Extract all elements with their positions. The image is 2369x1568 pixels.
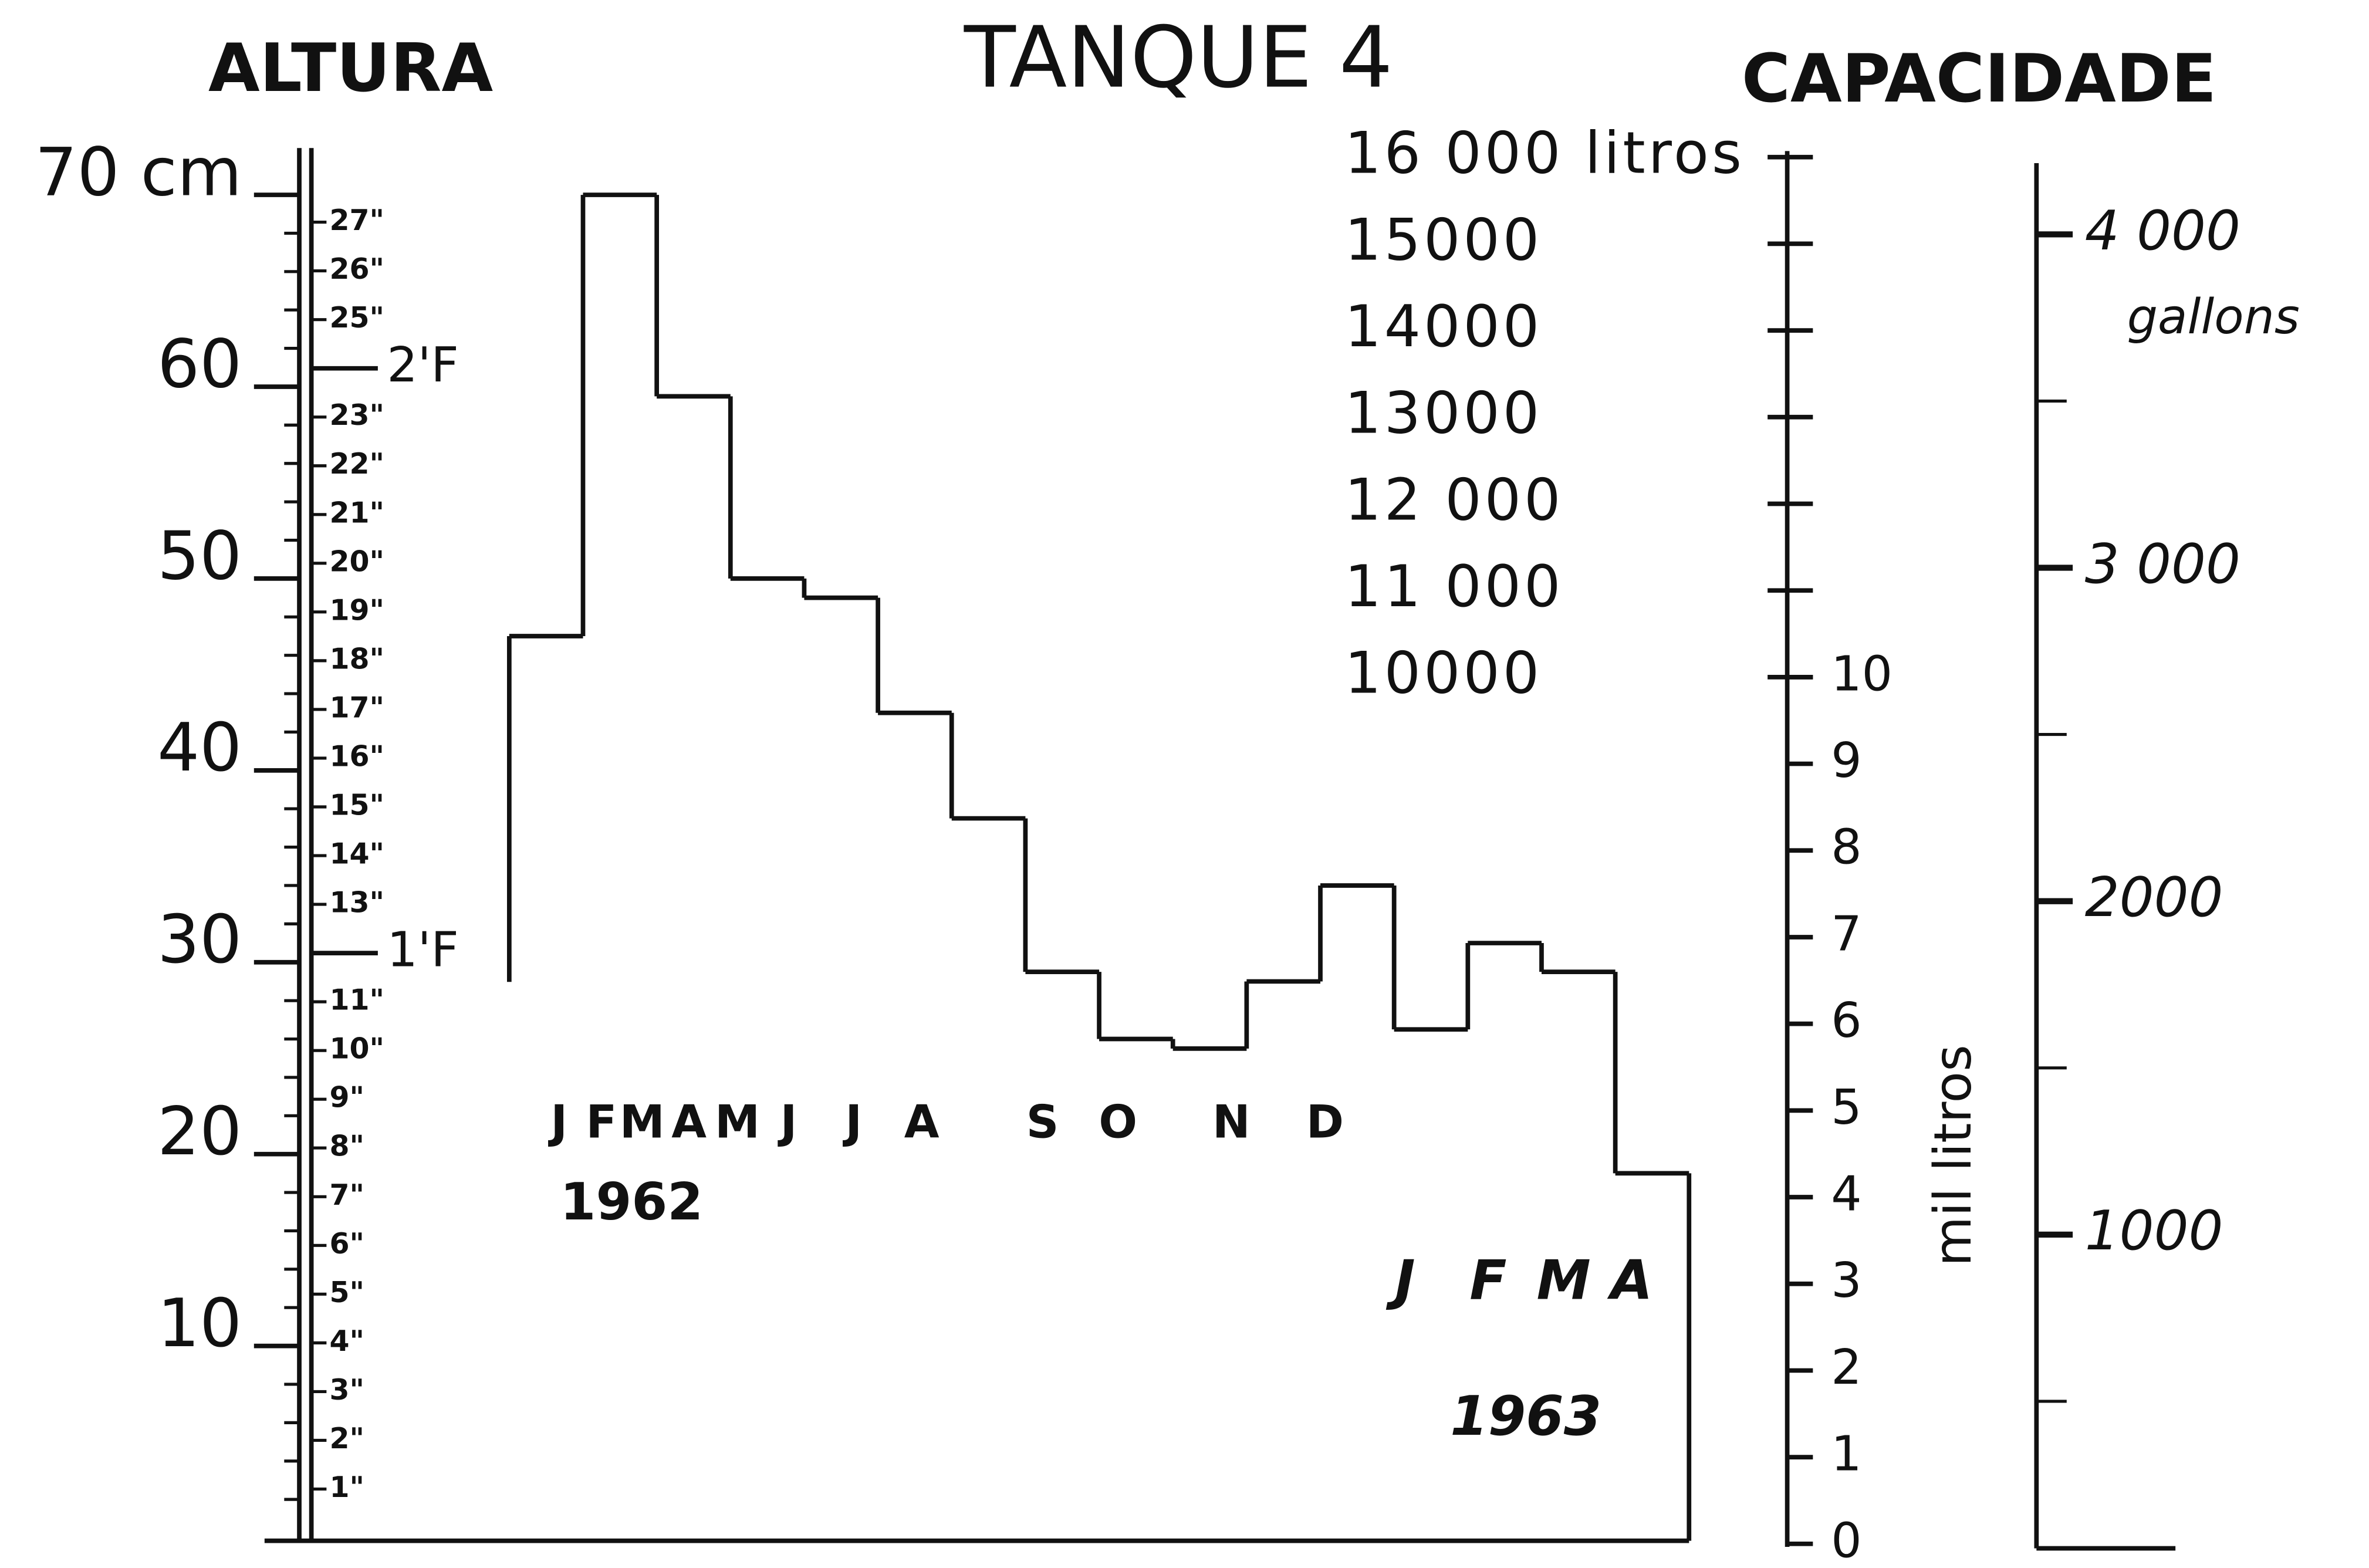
month-label: J (1385, 1248, 1415, 1312)
inch-tick-label: 27" (330, 204, 385, 237)
y-tick-label: 10 (157, 1285, 242, 1362)
month-label: O (1099, 1096, 1137, 1149)
month-label: A (904, 1096, 940, 1149)
litros-tick-label: 0 (1831, 1513, 1861, 1568)
inch-tick-label: 22" (330, 447, 385, 481)
litros-tick-label: 9 (1831, 733, 1861, 789)
month-label: A (671, 1096, 707, 1149)
litros-major-label: 12 000 (1344, 467, 1563, 533)
month-label: F (586, 1096, 617, 1149)
inch-tick-label: 14" (330, 837, 385, 871)
litros-major-label: 14000 (1344, 293, 1542, 360)
inch-tick-label: 25" (330, 301, 385, 334)
litros-tick-label: 5 (1831, 1080, 1861, 1136)
month-label: D (1306, 1096, 1344, 1149)
inch-tick-label: 8" (330, 1130, 365, 1163)
month-label: M (1537, 1248, 1591, 1312)
y-tick-label: 70 cm (35, 133, 242, 211)
litros-major-label: 15000 (1344, 207, 1542, 273)
inch-tick-label: 2'F (387, 337, 458, 393)
y-axis-title: ALTURA (208, 29, 493, 107)
litros-tick-label: 8 (1831, 820, 1861, 876)
gallon-axis-title: gallons (2127, 289, 2300, 345)
litros-axis-title: mil litros (1923, 1045, 1983, 1266)
y-tick-label: 30 (157, 901, 242, 978)
inch-tick-label: 7" (330, 1178, 365, 1212)
year-label: 1962 (560, 1172, 704, 1232)
litros-tick-label: 3 (1831, 1253, 1861, 1309)
month-label: A (1607, 1248, 1653, 1312)
gallon-tick-label: 4 000 (2085, 199, 2240, 262)
month-label: N (1212, 1096, 1251, 1149)
inch-tick-label: 13" (330, 886, 385, 920)
month-label: S (1026, 1096, 1059, 1149)
month-label: J (548, 1096, 567, 1149)
inch-tick-label: 1" (330, 1471, 365, 1504)
gallon-tick-label: 3 000 (2085, 532, 2240, 596)
chart-title: TANQUE 4 (964, 8, 1393, 107)
inch-tick-label: 26" (330, 252, 385, 286)
month-label: J (842, 1096, 862, 1149)
inch-tick-label: 23" (330, 398, 385, 432)
y-tick-label: 20 (157, 1093, 242, 1170)
inch-tick-label: 21" (330, 496, 385, 529)
inch-tick-label: 19" (330, 593, 385, 627)
inch-tick-label: 15" (330, 788, 385, 822)
litros-tick-label: 4 (1831, 1166, 1861, 1222)
gallon-tick-label: 1000 (2085, 1199, 2223, 1262)
inch-tick-label: 6" (330, 1227, 365, 1261)
litros-major-label: 10000 (1344, 640, 1542, 707)
month-label: M (620, 1096, 665, 1149)
month-label: M (715, 1096, 760, 1149)
month-label: F (1469, 1248, 1506, 1312)
inch-tick-label: 3" (330, 1373, 365, 1407)
inch-tick-label: 16" (330, 739, 385, 773)
litros-major-label: 16 000 litros (1344, 120, 1745, 187)
litros-major-label: 13000 (1344, 380, 1542, 447)
inch-tick-label: 5" (330, 1276, 365, 1309)
inch-tick-label: 20" (330, 545, 385, 578)
inch-tick-label: 17" (330, 691, 385, 724)
inch-tick-label: 10" (330, 1032, 385, 1066)
y-tick-label: 40 (157, 709, 242, 786)
litros-tick-label: 10 (1831, 646, 1893, 702)
litros-tick-label: 2 (1831, 1340, 1861, 1395)
litros-tick-label: 7 (1831, 906, 1861, 962)
y-tick-label: 50 (157, 517, 242, 594)
year-label: 1963 (1450, 1384, 1601, 1448)
inch-tick-label: 9" (330, 1081, 365, 1114)
inch-tick-label: 1'F (387, 922, 458, 978)
y-tick-label: 60 (157, 325, 242, 403)
litros-major-label: 11 000 (1344, 553, 1563, 620)
litros-tick-label: 6 (1831, 993, 1861, 1049)
inch-tick-label: 4" (330, 1324, 365, 1358)
capacity-title: CAPACIDADE (1742, 40, 2216, 117)
inch-tick-label: 11" (330, 984, 385, 1017)
litros-tick-label: 1 (1831, 1427, 1861, 1482)
gallon-tick-label: 2000 (2085, 866, 2223, 929)
inch-tick-label: 18" (330, 642, 385, 675)
inch-tick-label: 2" (330, 1422, 365, 1455)
month-label: J (778, 1096, 797, 1149)
